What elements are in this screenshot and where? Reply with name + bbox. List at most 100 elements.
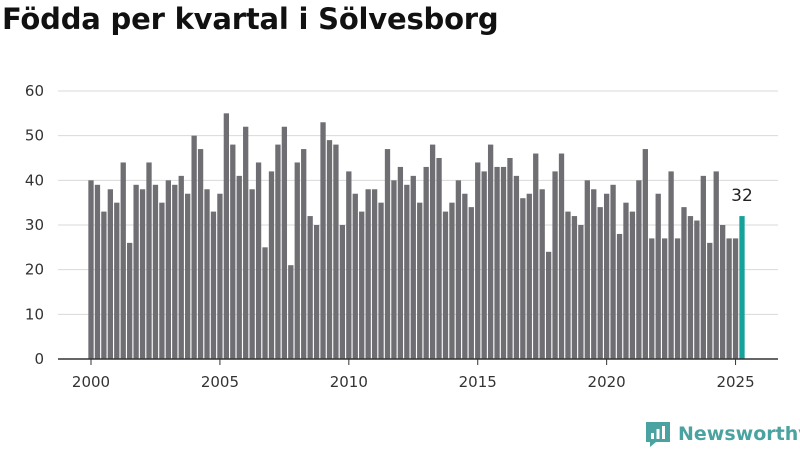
bar xyxy=(217,193,223,359)
bar xyxy=(636,180,642,359)
bar xyxy=(384,149,391,359)
bar xyxy=(720,225,726,359)
bar xyxy=(152,184,159,359)
bar xyxy=(371,189,378,359)
bar xyxy=(513,175,520,359)
bar xyxy=(649,238,655,359)
bar xyxy=(707,242,713,359)
bar xyxy=(539,189,545,359)
bar xyxy=(307,216,313,359)
x-tick-label: 2010 xyxy=(330,373,368,391)
bar xyxy=(494,166,500,359)
bar xyxy=(326,140,333,359)
bar xyxy=(236,175,242,359)
bar xyxy=(423,166,429,359)
bar xyxy=(674,238,681,359)
bar xyxy=(262,247,268,359)
bar xyxy=(481,171,487,359)
bar xyxy=(101,211,107,359)
newsworthy-icon xyxy=(646,422,670,447)
bar xyxy=(507,158,513,359)
x-tick-label: 2025 xyxy=(716,373,754,391)
bar xyxy=(139,189,146,359)
bar xyxy=(120,162,126,359)
x-tick-label: 2015 xyxy=(459,373,497,391)
bar xyxy=(178,175,184,359)
x-tick-label: 2000 xyxy=(72,373,110,391)
bar xyxy=(662,238,668,359)
bar xyxy=(681,207,687,359)
bar xyxy=(526,193,532,359)
bar xyxy=(301,149,307,359)
bar xyxy=(533,153,539,359)
bar xyxy=(552,171,558,359)
y-tick-label: 50 xyxy=(25,127,44,145)
bar xyxy=(352,193,358,359)
bar xyxy=(165,180,171,359)
bar xyxy=(700,175,706,359)
bar xyxy=(346,171,352,359)
bar xyxy=(288,265,294,359)
bar xyxy=(597,207,603,359)
y-tick-label: 60 xyxy=(25,82,44,100)
bar xyxy=(578,225,584,359)
bar xyxy=(623,202,629,359)
y-tick-label: 30 xyxy=(25,216,44,234)
bar xyxy=(94,184,101,359)
bar xyxy=(462,193,468,359)
bar-highlight xyxy=(739,216,745,359)
bar xyxy=(687,216,694,359)
bar xyxy=(223,113,230,359)
bar xyxy=(243,126,249,359)
bar xyxy=(133,184,139,359)
y-tick-label: 40 xyxy=(25,171,44,189)
bar xyxy=(230,144,236,359)
bar xyxy=(487,144,494,359)
last-value-label: 32 xyxy=(731,186,753,206)
bar xyxy=(713,171,719,359)
bar xyxy=(294,162,300,359)
bar xyxy=(610,184,616,359)
bar xyxy=(442,211,449,359)
annotations: 32 xyxy=(731,186,753,206)
y-tick-label: 20 xyxy=(25,261,44,279)
bar xyxy=(127,242,133,359)
bar xyxy=(275,144,281,359)
bar xyxy=(146,162,152,359)
bar xyxy=(191,135,197,359)
bar xyxy=(558,153,565,359)
bar xyxy=(365,189,371,359)
bar xyxy=(88,180,94,359)
bar xyxy=(378,202,384,359)
bar xyxy=(475,162,481,359)
bar xyxy=(629,211,636,359)
bar xyxy=(197,149,204,359)
bar xyxy=(584,180,590,359)
bar xyxy=(339,225,346,359)
brand-logo: Newsworthy xyxy=(644,420,800,448)
bar xyxy=(642,149,648,359)
bars xyxy=(88,113,745,360)
y-tick-label: 0 xyxy=(34,350,44,368)
y-axis: 0 10 20 30 40 50 60 xyxy=(25,82,44,368)
bar xyxy=(320,122,326,360)
x-axis: 2000 2005 2010 2015 2020 2025 xyxy=(58,358,778,391)
bar xyxy=(333,144,339,359)
bar xyxy=(668,171,674,359)
bar xyxy=(545,251,552,359)
bar xyxy=(449,202,455,359)
bar xyxy=(255,162,262,359)
x-tick-label: 2020 xyxy=(588,373,626,391)
bar xyxy=(417,202,423,359)
bar xyxy=(571,216,578,359)
bar xyxy=(397,166,404,359)
bar xyxy=(603,193,610,359)
bar xyxy=(359,211,365,359)
bar xyxy=(694,220,700,359)
bar xyxy=(210,211,217,359)
bar xyxy=(185,193,191,359)
bar xyxy=(436,158,442,359)
brand-name: Newsworthy xyxy=(678,423,800,445)
bar xyxy=(468,207,474,359)
